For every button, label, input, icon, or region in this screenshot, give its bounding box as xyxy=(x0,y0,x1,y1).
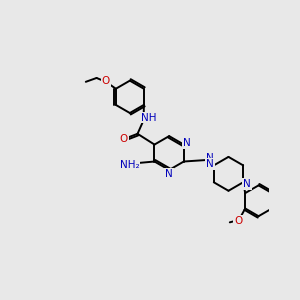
Text: N: N xyxy=(183,138,191,148)
Text: NH₂: NH₂ xyxy=(120,160,140,170)
Text: O: O xyxy=(120,134,128,144)
Text: N: N xyxy=(206,159,214,169)
Text: NH: NH xyxy=(141,112,156,123)
Text: N: N xyxy=(165,169,173,179)
Text: N: N xyxy=(206,153,214,164)
Text: O: O xyxy=(102,76,110,86)
Text: O: O xyxy=(234,216,242,226)
Text: N: N xyxy=(243,179,251,189)
